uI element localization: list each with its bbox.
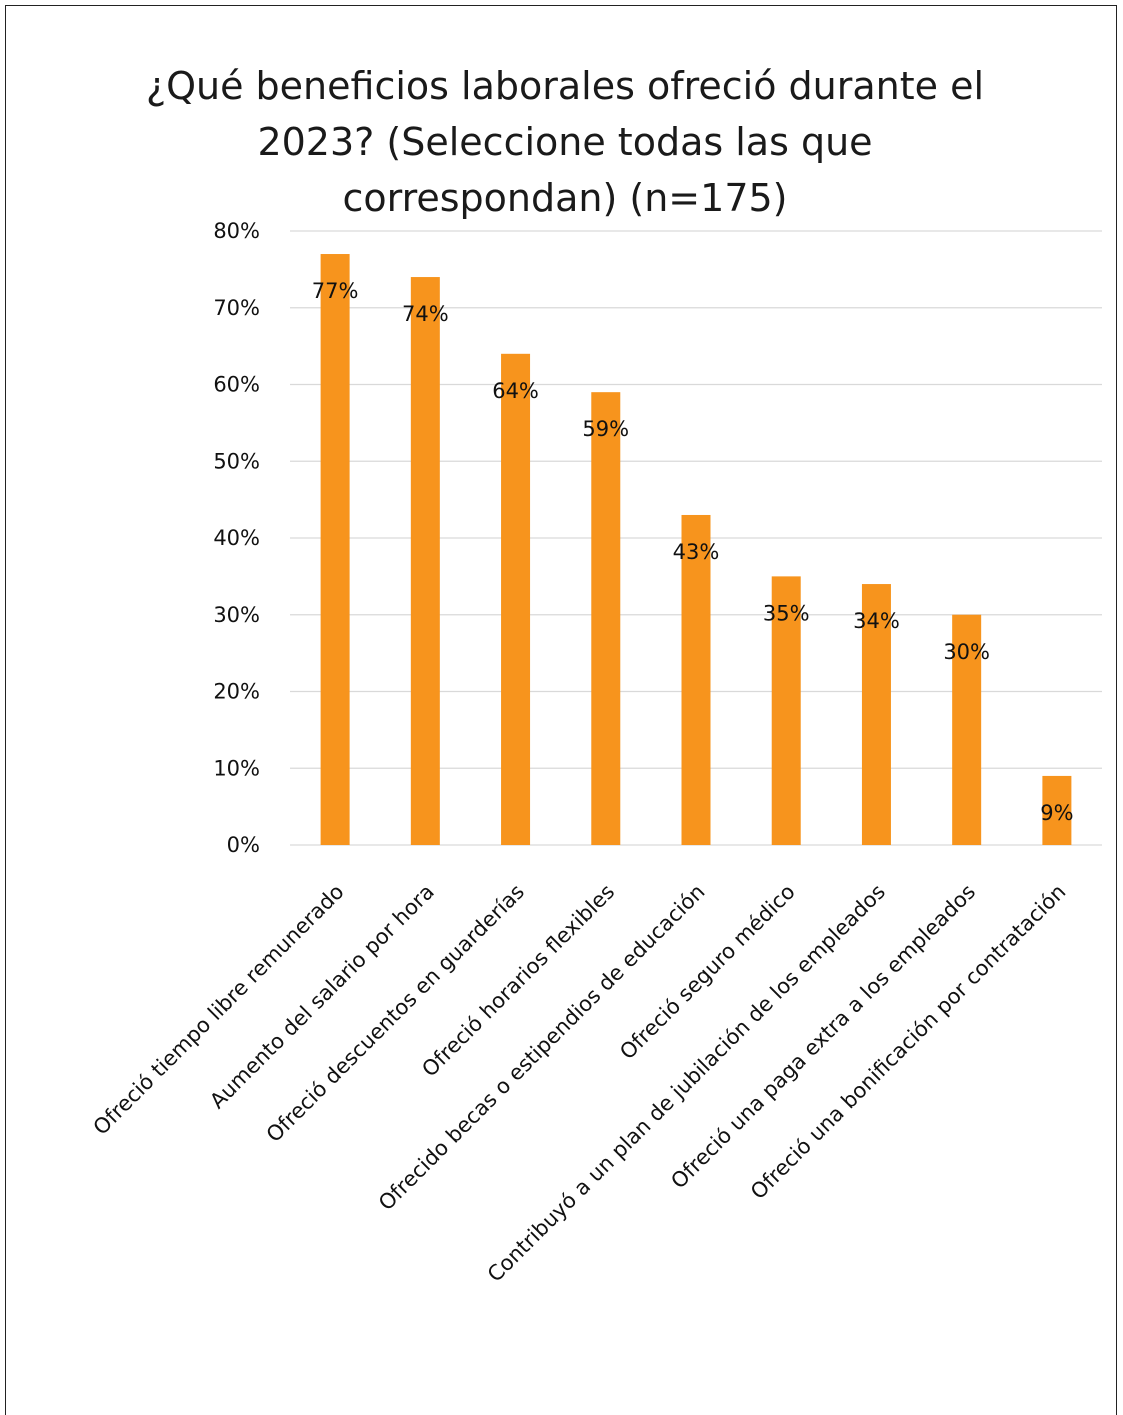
bar — [861, 584, 891, 845]
data-label: 30% — [943, 640, 990, 664]
data-label: 34% — [853, 609, 900, 633]
y-tick-label: 80% — [213, 219, 260, 243]
x-category-label: Ofreció horarios flexibles — [417, 880, 619, 1082]
data-labels: 77% 74% 64% 59% 43% 35% 34% 30% 9% — [312, 279, 1074, 825]
y-tick-label: 70% — [213, 296, 260, 320]
y-tick-label: 50% — [213, 449, 260, 473]
y-tick-label: 20% — [213, 680, 260, 704]
x-category-label: Ofreció una paga extra a los empleados — [666, 880, 980, 1194]
x-category-label: Ofreció una bonificación por contratació… — [746, 880, 1070, 1204]
bar — [771, 576, 801, 845]
data-label: 74% — [402, 302, 449, 326]
bar — [952, 614, 982, 845]
data-label: 35% — [763, 601, 810, 625]
x-category-label: Ofreció seguro médico — [615, 880, 800, 1065]
y-tick-label: 10% — [213, 756, 260, 780]
bar — [320, 254, 350, 845]
bars — [320, 254, 1072, 845]
data-label: 64% — [492, 379, 539, 403]
y-tick-label: 40% — [213, 526, 260, 550]
data-label: 59% — [582, 417, 629, 441]
chart-title-line-3: correspondan) (n=175) — [342, 176, 788, 220]
bar — [410, 277, 440, 845]
y-tick-label: 30% — [213, 603, 260, 627]
data-label: 77% — [312, 279, 359, 303]
y-tick-label: 60% — [213, 373, 260, 397]
y-axis: 0% 10% 20% 30% 40% 50% 60% 70% 80% — [213, 219, 260, 857]
data-label: 9% — [1040, 801, 1073, 825]
chart-title-line-2: 2023? (Seleccione todas las que — [257, 120, 873, 164]
chart-frame — [5, 5, 1117, 1415]
chart-title: ¿Qué beneficios laborales ofreció durant… — [60, 58, 1070, 226]
bar — [1042, 775, 1072, 845]
data-label: 43% — [673, 540, 720, 564]
bar — [591, 392, 621, 845]
y-tick-label: 0% — [227, 833, 260, 857]
bar — [501, 353, 531, 845]
x-category-label: Ofrecido becas o estipendios de educació… — [374, 880, 710, 1216]
bar — [681, 514, 711, 845]
chart-title-line-1: ¿Qué beneficios laborales ofreció durant… — [145, 64, 985, 108]
